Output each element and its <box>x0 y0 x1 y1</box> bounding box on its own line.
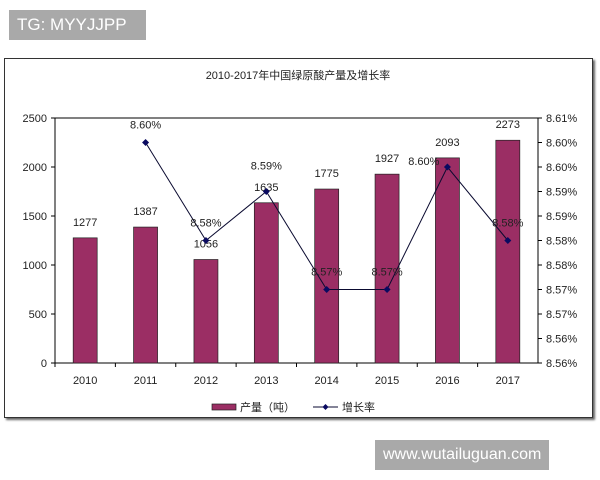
x-tick-label: 2012 <box>194 375 218 387</box>
watermark-bottom: www.wutailuguan.com <box>375 440 550 470</box>
bar-label: 2093 <box>435 137 459 149</box>
growth-label: 8.57% <box>311 267 342 279</box>
bar-label: 1775 <box>314 168 338 180</box>
bar <box>253 202 279 364</box>
x-tick-label: 2014 <box>314 375 338 387</box>
bar-label: 1056 <box>194 239 218 251</box>
left-tick-label: 1500 <box>23 211 47 223</box>
legend-line-label: 增长率 <box>342 400 375 414</box>
right-tick-label: 8.58% <box>546 236 577 248</box>
x-tick-label: 2016 <box>435 375 459 387</box>
bar-label: 1387 <box>133 206 157 218</box>
x-tick-label: 2017 <box>496 375 520 387</box>
bar <box>72 237 98 364</box>
right-tick-label: 8.58% <box>546 260 577 272</box>
bar-label: 1635 <box>254 182 278 194</box>
bar <box>495 139 521 364</box>
growth-label: 8.58% <box>190 218 221 230</box>
right-tick-label: 8.61% <box>546 113 577 125</box>
left-tick-label: 1000 <box>23 260 47 272</box>
growth-label: 8.60% <box>408 156 439 168</box>
right-tick-label: 8.59% <box>546 211 577 223</box>
growth-point <box>443 163 451 171</box>
right-tick-label: 8.56% <box>546 358 577 370</box>
watermark-top: TG: MYYJJPP <box>9 10 146 40</box>
bar <box>435 157 460 364</box>
legend-bar-label: 产量（吨） <box>240 400 295 414</box>
chart-title: 2010-2017年中国绿原酸产量及增长率 <box>206 68 391 82</box>
chart-svg: 2010-2017年中国绿原酸产量及增长率 0 500 1000 1500 2000 250… <box>23 68 578 414</box>
growth-label: 8.59% <box>251 161 282 173</box>
bar-label: 2273 <box>496 119 520 131</box>
growth-point <box>202 237 210 244</box>
growth-point <box>142 139 150 146</box>
growth-point <box>504 237 512 244</box>
legend-bar-swatch <box>211 403 237 411</box>
right-tick-label: 8.57% <box>546 285 577 297</box>
right-tick-label: 8.60% <box>546 162 577 174</box>
right-tick-label: 8.60% <box>546 138 577 150</box>
growth-label: 8.58% <box>492 218 523 230</box>
bar <box>193 259 219 364</box>
growth-label: 8.60% <box>130 120 161 132</box>
bar-label: 1277 <box>73 217 97 229</box>
left-tick-label: 2000 <box>23 162 47 174</box>
left-tick-label: 0 <box>41 358 47 370</box>
bar-label: 1927 <box>375 153 399 165</box>
growth-label: 8.57% <box>371 267 402 279</box>
growth-point <box>323 286 331 293</box>
x-tick-label: 2015 <box>375 375 399 387</box>
x-tick-label: 2013 <box>254 375 278 387</box>
right-tick-label: 8.56% <box>546 334 577 346</box>
bar <box>374 173 400 364</box>
chart-container: 2010-2017年中国绿原酸产量及增长率 0 500 1000 1500 2000 250… <box>4 58 593 418</box>
growth-point <box>262 188 270 195</box>
x-tick-label: 2010 <box>73 375 97 387</box>
x-tick-label: 2011 <box>134 375 158 387</box>
right-tick-label: 8.59% <box>546 187 577 199</box>
right-tick-label: 8.57% <box>546 309 577 321</box>
left-tick-label: 500 <box>29 309 47 321</box>
legend-line-marker <box>322 404 329 410</box>
bar <box>133 226 158 364</box>
growth-point <box>383 286 391 293</box>
left-tick-label: 2500 <box>23 113 47 125</box>
